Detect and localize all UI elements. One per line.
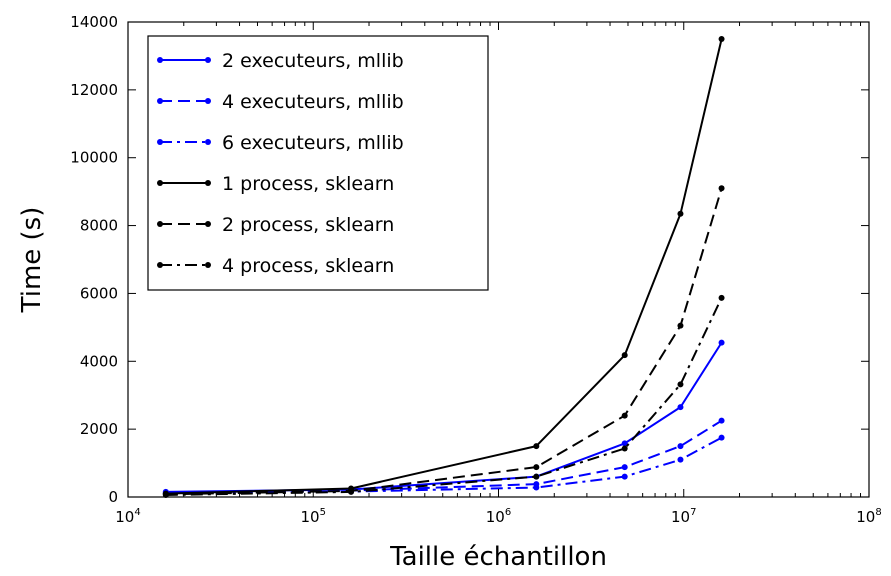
legend-marker [205,98,211,104]
data-point [621,473,628,480]
y-tick-label: 0 [108,488,118,506]
data-point [677,210,684,217]
data-point [162,491,169,498]
y-tick-label: 10000 [70,149,118,167]
series-line-1 [165,342,723,493]
data-point [677,322,684,329]
data-point [718,339,725,346]
y-tick-labels: 0 2000 4000 6000 8000 10000 12000 14000 [70,13,118,506]
data-point [621,412,628,419]
data-point [718,294,725,301]
series-layer [162,35,725,498]
legend-marker [157,57,163,63]
axis-ticks [127,21,870,498]
data-point [718,417,725,424]
legend-marker [205,221,211,227]
data-point [621,352,628,359]
legend-marker [205,57,211,63]
legend-box [147,35,489,291]
data-point [677,381,684,388]
legend-marker [157,262,163,268]
data-point [677,456,684,463]
legend-item: 4 executeurs, mllib [157,91,404,113]
legend-marker [205,180,211,186]
data-point [533,464,540,471]
y-tick-label: 8000 [80,217,118,235]
legend-item: 2 process, sklearn [157,214,394,236]
legend-label: 4 process, sklearn [222,255,394,277]
data-point [718,434,725,441]
legend-marker [157,98,163,104]
x-tick-label: 107 [671,507,696,526]
data-point [621,440,628,447]
y-tick-label: 4000 [80,352,118,370]
series-line-4 [165,38,723,495]
data-point [621,464,628,471]
legend-marker [205,139,211,145]
legend-item: 1 process, sklearn [157,173,394,195]
data-point [621,445,628,452]
x-tick-labels: 104 105 106 107 108 [115,507,881,526]
x-tick-label: 108 [856,507,881,526]
data-point [718,185,725,192]
legend-marker [157,221,163,227]
legend-label: 1 process, sklearn [222,173,394,195]
legend-item: 6 executeurs, mllib [157,132,404,154]
y-tick-label: 12000 [70,81,118,99]
series-line-6 [165,297,723,496]
y-tick-label: 2000 [80,420,118,438]
legend-item: 4 process, sklearn [157,255,394,277]
x-tick-label: 105 [301,507,326,526]
legend-label: 2 process, sklearn [222,214,394,236]
legend-marker [157,139,163,145]
x-axis-title: Taille échantillon [389,542,607,572]
legend-label: 6 executeurs, mllib [222,132,404,154]
data-point [533,473,540,480]
data-point [677,404,684,411]
y-axis-title: Time (s) [17,207,47,314]
y-tick-label: 14000 [70,13,118,31]
x-tick-label: 106 [486,507,511,526]
x-tick-label: 104 [115,507,140,526]
legend-marker [157,180,163,186]
data-point [533,443,540,450]
legend: 2 executeurs, mllib 4 executeurs, mllib 6 … [147,35,489,291]
data-point [718,35,725,42]
data-point [677,443,684,450]
legend-label: 4 executeurs, mllib [222,91,404,113]
legend-item: 2 executeurs, mllib [157,50,404,72]
legend-marker [205,262,211,268]
y-tick-label: 6000 [80,284,118,302]
data-point [533,484,540,491]
legend-label: 2 executeurs, mllib [222,50,404,72]
data-point [348,488,355,495]
plot-area [127,21,870,498]
